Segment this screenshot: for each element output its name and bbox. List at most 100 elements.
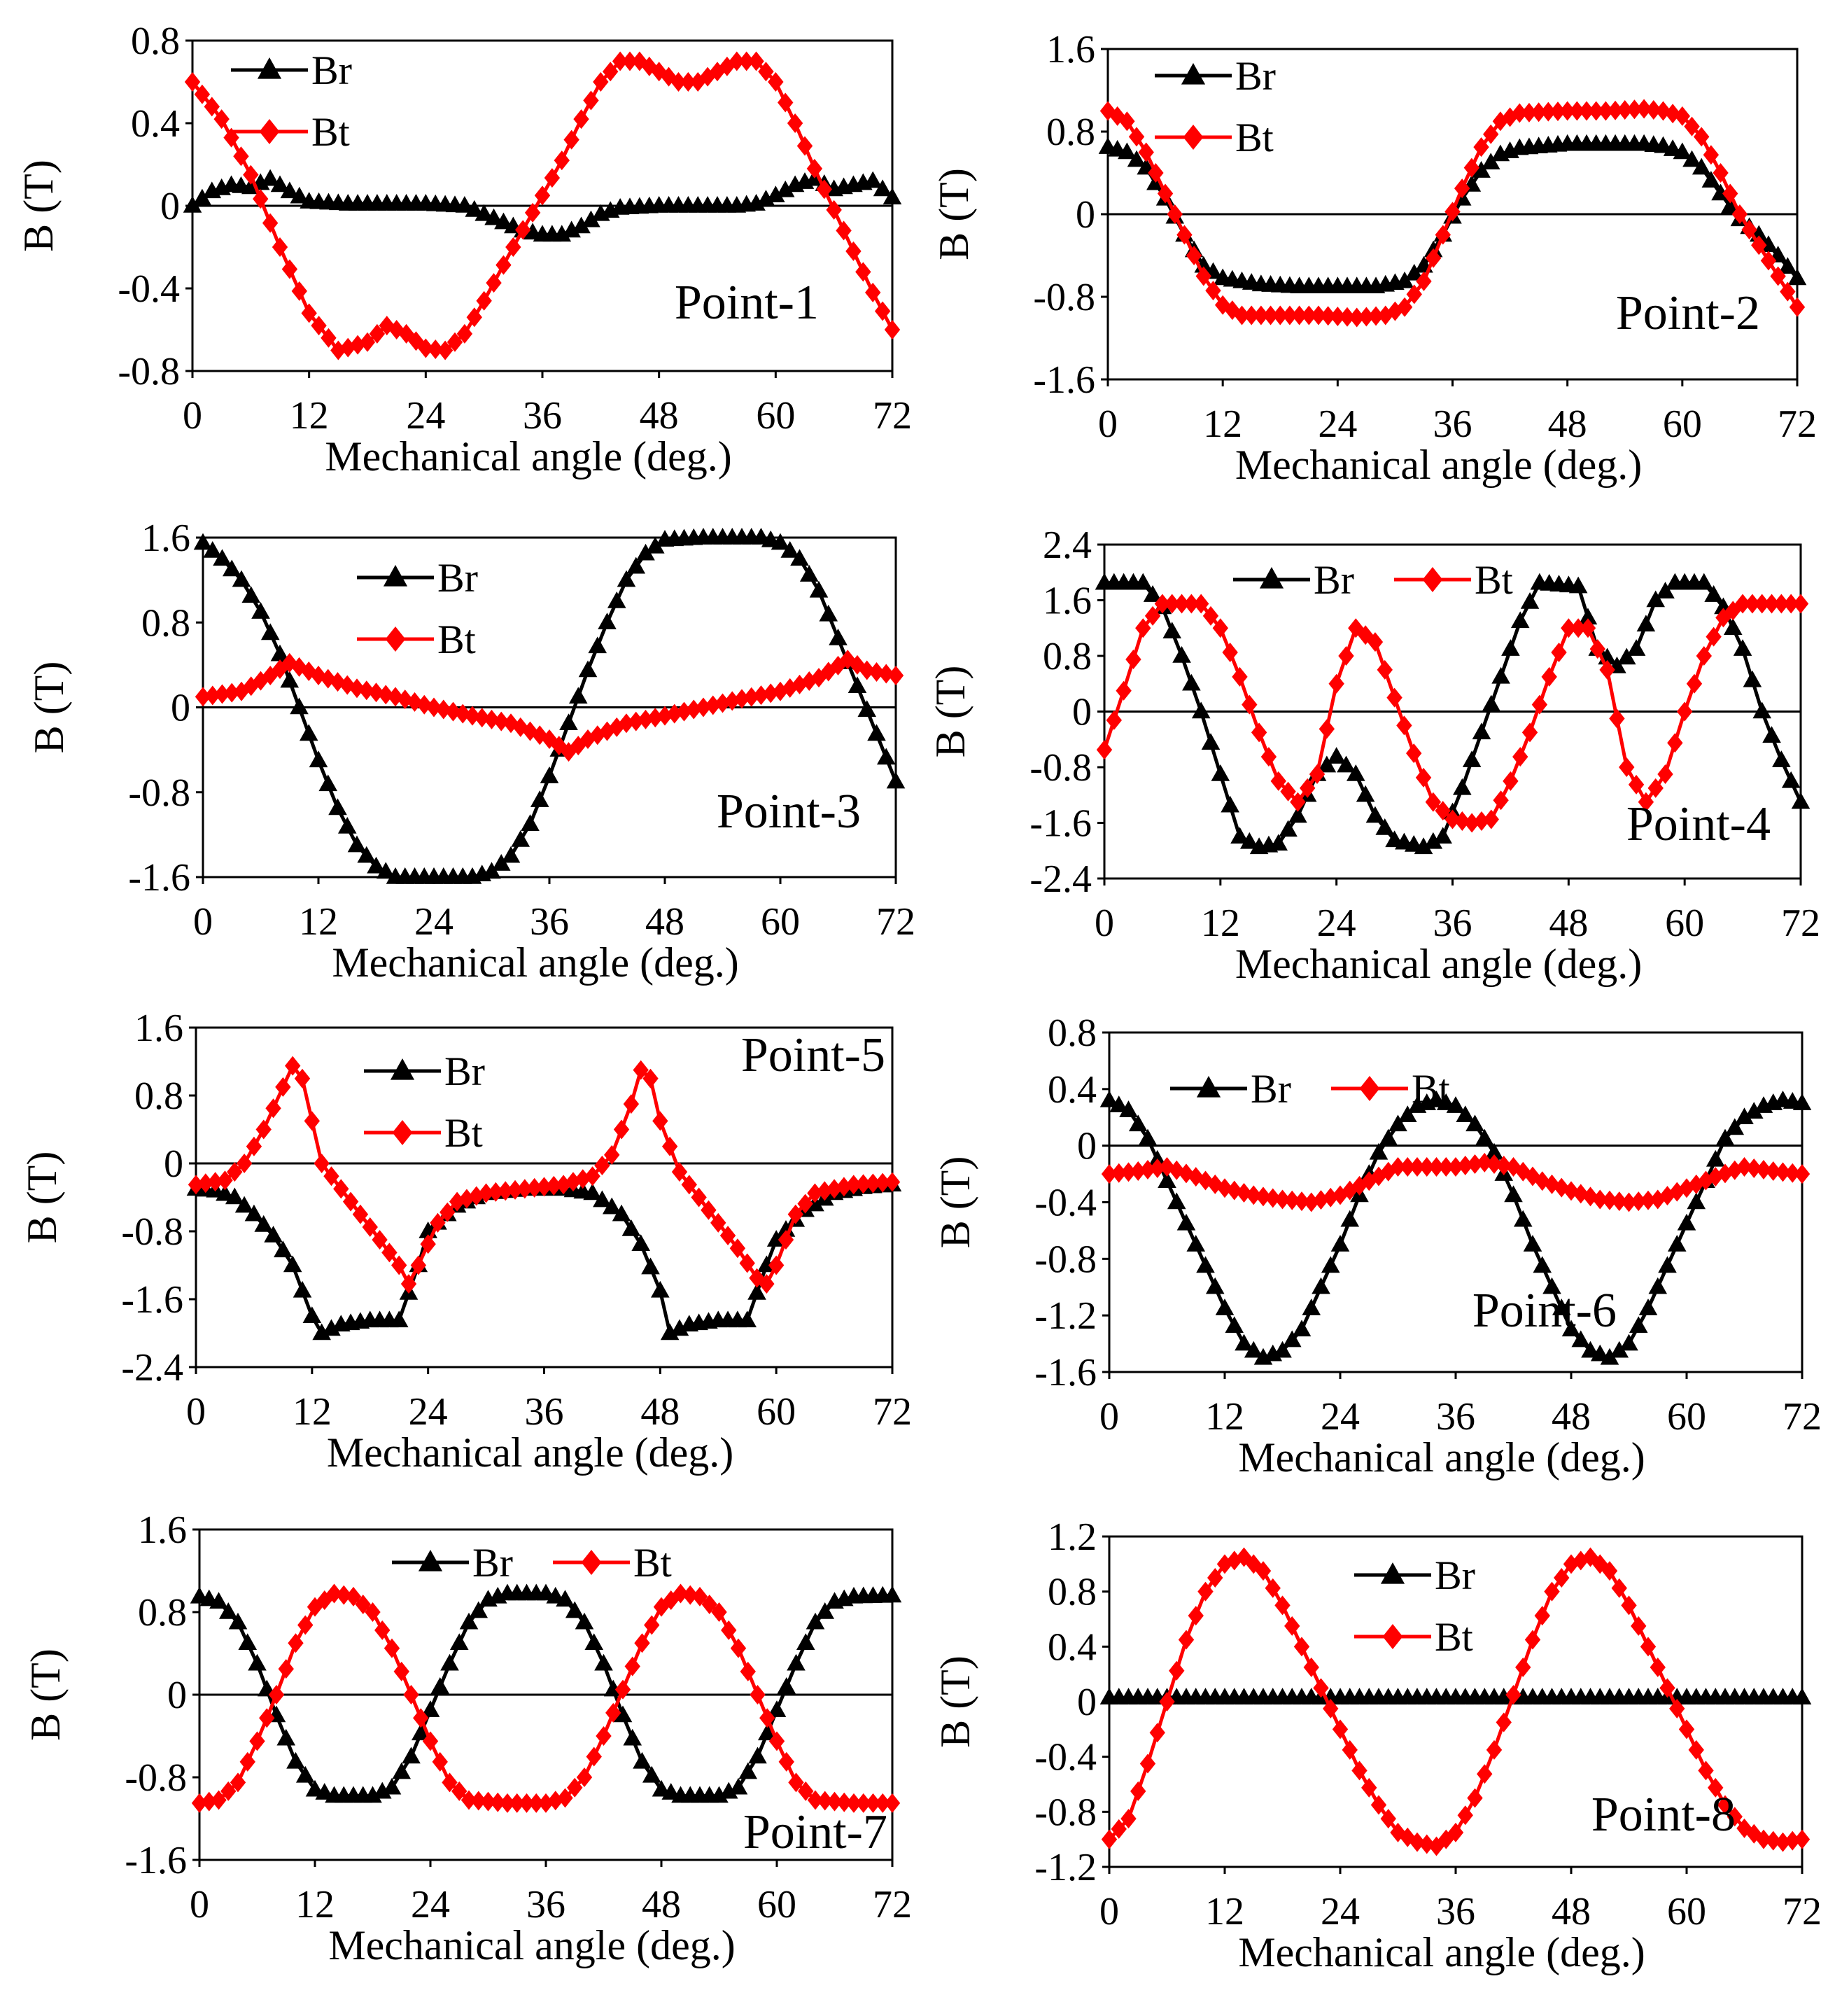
br-point — [1230, 827, 1249, 844]
bt-point — [836, 1177, 852, 1197]
bt-point — [447, 332, 463, 352]
bt-point — [1263, 305, 1279, 326]
br-point — [1787, 268, 1807, 286]
bt-point — [345, 1586, 362, 1606]
bt-point — [1678, 1719, 1695, 1740]
bt-point — [753, 685, 769, 706]
bt-point — [403, 1685, 419, 1704]
bt-point — [1386, 687, 1402, 708]
bt-point — [1734, 594, 1751, 614]
bt-point — [1512, 747, 1528, 767]
br-point — [1504, 1185, 1523, 1203]
bt-point — [875, 1793, 891, 1813]
br-point — [612, 1204, 631, 1222]
bt-point — [788, 1772, 804, 1793]
x-tick-label: 48 — [1552, 1395, 1591, 1438]
bt-point — [1265, 1188, 1281, 1208]
series-br — [193, 528, 906, 884]
br-point — [1715, 1128, 1735, 1146]
bt-point — [1396, 297, 1413, 317]
bt-point — [204, 97, 220, 117]
legend: Br Bt — [392, 1540, 672, 1586]
br-point — [302, 1306, 322, 1324]
br-point — [1347, 764, 1365, 781]
br-point — [1578, 608, 1598, 625]
legend-marker-br — [1380, 1562, 1405, 1584]
bt-point — [1183, 594, 1200, 614]
bt-point — [1253, 305, 1270, 326]
br-point — [747, 1282, 766, 1300]
bt-point — [1626, 99, 1643, 120]
br-point — [568, 687, 588, 704]
bt-point — [826, 200, 842, 220]
bt-point — [1549, 102, 1566, 122]
legend-marker-br — [1196, 1076, 1221, 1098]
bt-point — [1524, 1630, 1541, 1650]
bt-point — [583, 90, 599, 111]
bt-point — [1708, 1777, 1724, 1798]
bt-point — [1176, 225, 1193, 245]
br-point — [270, 175, 290, 192]
bt-point — [604, 1144, 620, 1165]
bt-point — [1755, 1829, 1772, 1849]
bt-point — [1678, 1178, 1695, 1198]
bt-point — [528, 1793, 544, 1813]
x-tick-label: 72 — [1783, 1890, 1822, 1933]
br-point — [290, 697, 309, 715]
bt-point — [778, 1751, 794, 1772]
bt-point — [701, 1200, 717, 1220]
bt-point — [1169, 1660, 1185, 1681]
bt-point — [738, 51, 754, 71]
br-point — [1658, 1256, 1677, 1273]
y-tick-label: -0.8 — [1034, 1791, 1097, 1834]
bt-point — [1120, 1809, 1137, 1829]
br-point — [209, 1592, 228, 1609]
bt-point — [1251, 722, 1267, 743]
y-tick-label: 1.6 — [1043, 580, 1092, 623]
bt-point — [670, 72, 687, 92]
bt-point — [259, 1708, 275, 1728]
bt-point — [729, 51, 745, 71]
bt-point — [191, 1793, 208, 1813]
bt-point — [817, 1791, 833, 1811]
legend-marker-br — [1181, 63, 1206, 85]
bt-point — [1580, 618, 1596, 638]
bt-point — [614, 1679, 631, 1700]
br-point — [670, 1319, 689, 1336]
bt-point — [740, 1661, 756, 1681]
bt-point — [1669, 1182, 1685, 1202]
bt-point — [1406, 743, 1422, 764]
br-point — [641, 1257, 660, 1275]
y-tick-label: -0.8 — [118, 350, 180, 393]
legend: Br Bt — [364, 1049, 485, 1156]
y-tick-label: 1.2 — [1048, 1516, 1097, 1559]
bt-point — [1727, 1807, 1743, 1827]
br-point — [192, 188, 212, 206]
bt-point — [284, 1056, 301, 1076]
bt-point — [827, 1791, 843, 1812]
bt-point — [1783, 594, 1799, 614]
y-tick-label: 0 — [167, 1674, 187, 1717]
bt-point — [1144, 606, 1161, 626]
bt-point — [437, 340, 454, 360]
bt-point — [272, 237, 288, 257]
x-tick-label: 36 — [1436, 1890, 1475, 1933]
bt-point — [378, 685, 394, 705]
panel-title: Point-6 — [1472, 1284, 1617, 1338]
bt-point — [1573, 1184, 1589, 1204]
bt-point — [1270, 771, 1286, 791]
y-tick-label: 1.6 — [1046, 28, 1095, 71]
bt-point — [1524, 1166, 1541, 1186]
y-axis-label: B (T) — [932, 1656, 978, 1748]
br-point — [1778, 257, 1797, 274]
legend-marker-bt — [1382, 1624, 1403, 1649]
br-point — [299, 724, 318, 741]
br-point — [337, 817, 357, 834]
legend-marker-bt — [581, 1550, 602, 1575]
bt-point — [1463, 158, 1480, 178]
bt-point — [1300, 778, 1316, 798]
x-tick-label: 0 — [1098, 402, 1118, 446]
br-point — [228, 1612, 248, 1630]
y-tick-label: 2.4 — [1043, 524, 1092, 567]
bt-point — [197, 1173, 214, 1194]
